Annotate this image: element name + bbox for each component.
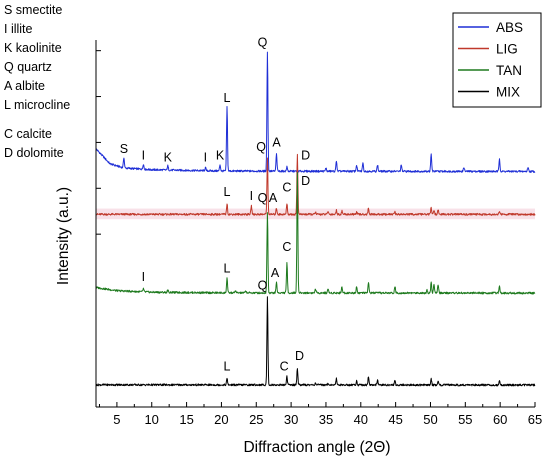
mineral-key-entry: I illite	[4, 22, 33, 36]
legend-label-abs: ABS	[496, 20, 523, 35]
peak-label-l: L	[224, 91, 231, 105]
peak-label-s: S	[120, 142, 128, 156]
peak-label-i: I	[142, 149, 145, 163]
mineral-key-entry: K kaolinite	[4, 41, 62, 55]
x-tick-label: 50	[423, 412, 437, 427]
x-tick-label: 10	[144, 412, 158, 427]
legend-label-lig: LIG	[496, 42, 518, 57]
mineral-key-entry: L microcline	[4, 98, 70, 112]
peak-label-c: C	[282, 181, 291, 195]
lig-baseline-band	[96, 208, 535, 220]
series-line-mix	[95, 296, 536, 387]
peak-label-d: D	[301, 174, 310, 188]
peak-label-i: I	[250, 189, 253, 203]
series-line-tan	[95, 172, 536, 295]
x-tick-label: 45	[388, 412, 402, 427]
legend: ABS LIG TAN MIX	[452, 12, 542, 108]
peak-label-i: I	[204, 151, 207, 165]
peak-label-l: L	[224, 262, 231, 276]
mineral-key-entry: S smectite	[4, 3, 62, 17]
mineral-key-entry: Q quartz	[4, 60, 52, 74]
x-tick-label: 55	[458, 412, 472, 427]
mineral-key-entry: D dolomite	[4, 146, 64, 160]
peak-label-q: Q	[256, 140, 266, 154]
legend-label-tan: TAN	[496, 63, 522, 78]
x-tick-label: 5	[113, 412, 120, 427]
peak-label-k: K	[216, 149, 225, 163]
x-tick-label: 30	[284, 412, 298, 427]
x-tick-label: 35	[319, 412, 333, 427]
mineral-key-entry: A albite	[4, 79, 45, 93]
peak-label-q: Q	[258, 191, 268, 205]
peak-label-c: C	[280, 360, 289, 374]
x-tick-label: 40	[354, 412, 368, 427]
peak-label-q: Q	[258, 279, 268, 293]
peak-label-d: D	[301, 149, 310, 163]
peak-label-l: L	[224, 360, 231, 374]
x-axis-title: Diffraction angle (2Θ)	[243, 439, 390, 456]
peak-label-a: A	[269, 191, 278, 205]
legend-label-mix: MIX	[496, 85, 520, 100]
x-tick-label: 65	[528, 412, 542, 427]
mineral-key-entry: C calcite	[4, 127, 52, 141]
x-tick-label: 20	[214, 412, 228, 427]
y-axis-title: Intensity (a.u.)	[55, 187, 72, 285]
mineral-key: S smectite I illite K kaolinite Q quartz A a…	[4, 3, 70, 160]
peak-label-i: I	[142, 270, 145, 284]
diffraction-traces	[95, 51, 536, 387]
axes: 5 10 15 20 25 30 35 40 45 50 55 60 65	[95, 40, 542, 427]
series-line-lig	[95, 153, 536, 216]
peak-label-k: K	[164, 151, 173, 165]
x-tick-label: 60	[493, 412, 507, 427]
x-tick-label: 25	[249, 412, 263, 427]
series-line-abs	[95, 51, 536, 173]
peak-label-a: A	[272, 136, 281, 150]
peak-label-q: Q	[258, 35, 268, 49]
x-tick-label: 15	[179, 412, 193, 427]
peak-label-c: C	[282, 240, 291, 254]
peak-label-a: A	[271, 266, 280, 280]
peak-label-d: D	[295, 349, 304, 363]
peak-label-l: L	[224, 185, 231, 199]
